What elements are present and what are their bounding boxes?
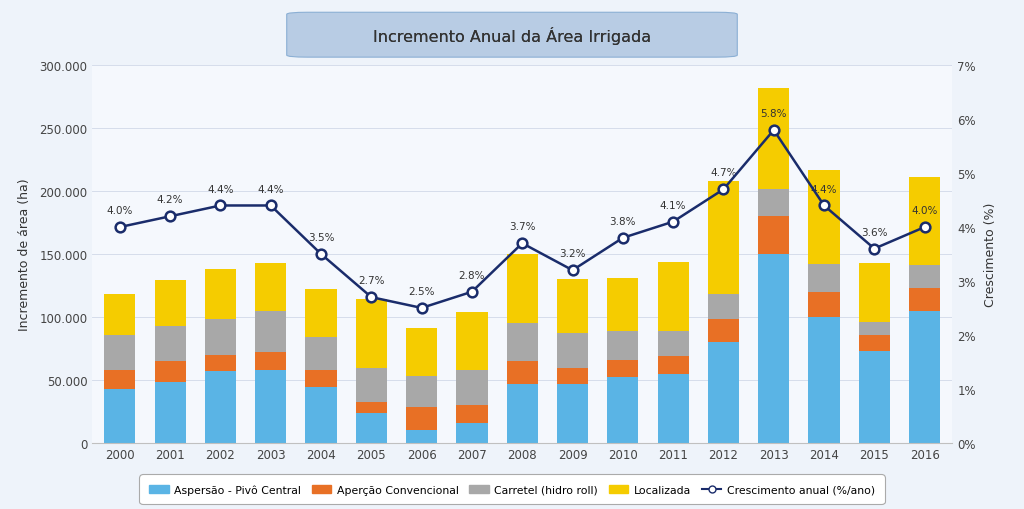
Bar: [305, 290, 337, 337]
Text: 4.0%: 4.0%: [911, 206, 938, 216]
Text: Incremento Anual da Área Irrigada: Incremento Anual da Área Irrigada: [373, 26, 651, 45]
Bar: [758, 89, 790, 189]
Bar: [859, 335, 890, 351]
Bar: [457, 312, 487, 370]
Bar: [809, 171, 840, 265]
Bar: [155, 326, 185, 361]
Bar: [708, 182, 739, 295]
Bar: [557, 369, 588, 384]
Text: 4.0%: 4.0%: [106, 206, 133, 216]
Bar: [407, 329, 437, 376]
Bar: [205, 371, 236, 443]
FancyBboxPatch shape: [287, 13, 737, 58]
Text: 4.2%: 4.2%: [157, 195, 183, 205]
Bar: [657, 374, 689, 443]
Bar: [407, 408, 437, 430]
Bar: [607, 360, 638, 378]
Text: 3.7%: 3.7%: [509, 222, 536, 232]
Bar: [607, 378, 638, 443]
Text: 4.4%: 4.4%: [207, 184, 233, 194]
Text: 3.6%: 3.6%: [861, 228, 888, 237]
Bar: [205, 320, 236, 355]
Bar: [205, 355, 236, 371]
Text: 2.8%: 2.8%: [459, 270, 485, 280]
Bar: [457, 405, 487, 423]
Bar: [104, 370, 135, 389]
Text: 3.2%: 3.2%: [559, 249, 586, 259]
Legend: Aspersão - Pivô Central, Aperção Convencional, Carretel (hidro roll), Localizada: Aspersão - Pivô Central, Aperção Convenc…: [142, 477, 882, 501]
Bar: [607, 278, 638, 331]
Bar: [407, 430, 437, 443]
Bar: [355, 369, 387, 403]
Text: Incremento Anual da Área Irrigada: Incremento Anual da Área Irrigada: [373, 26, 651, 45]
Bar: [758, 254, 790, 443]
Bar: [104, 335, 135, 370]
Bar: [507, 384, 538, 443]
Bar: [457, 423, 487, 443]
Bar: [859, 263, 890, 322]
Bar: [104, 389, 135, 443]
Bar: [657, 356, 689, 374]
Text: 4.1%: 4.1%: [659, 201, 686, 210]
Bar: [155, 383, 185, 443]
Bar: [205, 270, 236, 320]
Bar: [809, 317, 840, 443]
Bar: [758, 217, 790, 254]
Text: 4.4%: 4.4%: [811, 184, 838, 194]
Bar: [255, 263, 287, 311]
Y-axis label: Crescimento (%): Crescimento (%): [984, 203, 997, 306]
Bar: [407, 376, 437, 408]
Bar: [355, 403, 387, 413]
Bar: [457, 370, 487, 405]
Bar: [507, 361, 538, 384]
Bar: [758, 189, 790, 217]
Bar: [155, 361, 185, 383]
Bar: [155, 281, 185, 326]
Text: 4.7%: 4.7%: [711, 168, 736, 178]
Bar: [507, 254, 538, 324]
Bar: [909, 266, 940, 289]
Bar: [557, 279, 588, 333]
Bar: [859, 351, 890, 443]
Bar: [255, 352, 287, 370]
Bar: [859, 322, 890, 335]
Bar: [657, 262, 689, 331]
Text: 4.4%: 4.4%: [257, 184, 284, 194]
Bar: [557, 333, 588, 369]
Bar: [809, 265, 840, 292]
Bar: [909, 311, 940, 443]
Bar: [708, 295, 739, 320]
Bar: [507, 324, 538, 361]
Bar: [607, 331, 638, 360]
Bar: [708, 320, 739, 343]
Bar: [104, 295, 135, 335]
Bar: [255, 311, 287, 352]
Bar: [909, 178, 940, 266]
Bar: [657, 331, 689, 356]
Bar: [255, 370, 287, 443]
Bar: [305, 387, 337, 443]
Bar: [355, 413, 387, 443]
Text: 5.8%: 5.8%: [761, 109, 787, 119]
Text: 2.7%: 2.7%: [358, 276, 385, 286]
Text: 3.8%: 3.8%: [609, 216, 636, 227]
Bar: [305, 370, 337, 387]
Y-axis label: Incremento de área (ha): Incremento de área (ha): [17, 178, 31, 331]
Text: 3.5%: 3.5%: [308, 233, 334, 243]
Bar: [557, 384, 588, 443]
Bar: [305, 337, 337, 370]
Bar: [708, 343, 739, 443]
Bar: [355, 300, 387, 369]
Bar: [909, 289, 940, 311]
Bar: [809, 292, 840, 317]
Text: 2.5%: 2.5%: [409, 287, 435, 296]
